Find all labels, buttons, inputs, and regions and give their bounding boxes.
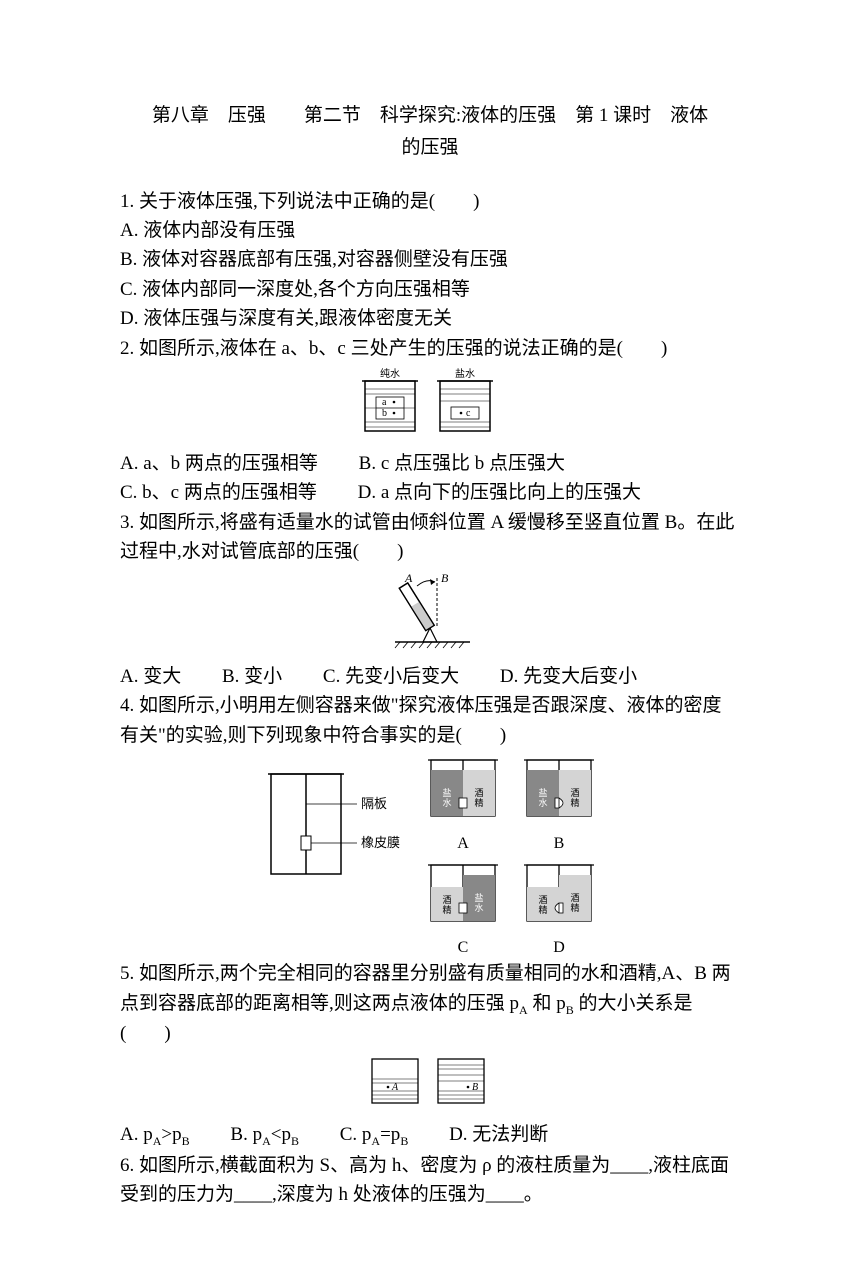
q4-figure: 隔板 橡皮膜 盐 水 xyxy=(120,754,740,957)
q3-option-a: A. 变大 xyxy=(120,662,181,691)
panel-d: 酒 精 酒 精 D xyxy=(519,859,599,958)
q6-text: 6. 如图所示,横截面积为 S、高为 h、密度为 ρ 的液柱质量为____,液柱… xyxy=(120,1151,740,1210)
question-4: 4. 如图所示,小明用左侧容器来做"探究液体压强是否跟深度、液体的密度有关"的实… xyxy=(120,691,740,957)
question-6: 6. 如图所示,横截面积为 S、高为 h、密度为 ρ 的液柱质量为____,液柱… xyxy=(120,1151,740,1210)
q2-option-b: B. c 点压强比 b 点压强大 xyxy=(359,449,565,478)
svg-text:精: 精 xyxy=(442,904,451,915)
svg-text:精: 精 xyxy=(474,797,483,808)
page-title: 第八章 压强 第二节 科学探究:液体的压强 第 1 课时 液体 的压强 xyxy=(120,100,740,165)
q1-option-d: D. 液体压强与深度有关,跟液体密度无关 xyxy=(120,304,740,333)
panel-c: 酒 精 盐 水 C xyxy=(423,859,503,958)
beaker-right-label: 盐水 xyxy=(455,367,475,380)
q3-figure: A B xyxy=(120,570,740,659)
q2-figure: 纯水 盐水 a b xyxy=(120,367,740,446)
title-line-2: 的压强 xyxy=(401,137,458,158)
q5-option-b: B. pA<pB xyxy=(230,1120,299,1150)
svg-text:水: 水 xyxy=(442,797,451,808)
svg-text:酒: 酒 xyxy=(570,893,579,903)
q2-options-row-1: A. a、b 两点的压强相等 B. c 点压强比 b 点压强大 xyxy=(120,449,740,478)
q5-figure: A B xyxy=(120,1053,740,1118)
panel-a: 盐 水 酒 精 A xyxy=(423,754,503,853)
q2-text: 2. 如图所示,液体在 a、b、c 三处产生的压强的说法正确的是( ) xyxy=(120,334,740,363)
beakers-diagram: 纯水 盐水 a b xyxy=(350,367,510,437)
question-3: 3. 如图所示,将盛有适量水的试管由倾斜位置 A 缓慢移至竖直位置 B。在此过程… xyxy=(120,508,740,692)
point-a-label-q5: A xyxy=(391,1082,399,1093)
question-2: 2. 如图所示,液体在 a、b、c 三处产生的压强的说法正确的是( ) 纯水 盐… xyxy=(120,334,740,508)
svg-text:精: 精 xyxy=(538,904,547,915)
q3-option-b: B. 变小 xyxy=(222,662,282,691)
q5-option-c: C. pA=pB xyxy=(340,1120,409,1150)
panel-b: 盐 水 酒 精 B xyxy=(519,754,599,853)
q2-option-a: A. a、b 两点的压强相等 xyxy=(120,449,318,478)
svg-text:盐: 盐 xyxy=(474,892,483,903)
q3-text: 3. 如图所示,将盛有适量水的试管由倾斜位置 A 缓慢移至竖直位置 B。在此过程… xyxy=(120,508,740,567)
partition-label: 隔板 xyxy=(361,796,387,811)
apparatus-diagram: 隔板 橡皮膜 xyxy=(261,754,411,914)
q5-text: 5. 如图所示,两个完全相同的容器里分别盛有质量相同的水和酒精,A、B 两点到容… xyxy=(120,959,740,1048)
beaker-right: c xyxy=(437,381,493,431)
svg-text:水: 水 xyxy=(474,902,483,913)
svg-text:精: 精 xyxy=(570,902,579,913)
svg-text:盐: 盐 xyxy=(538,787,547,798)
question-1: 1. 关于液体压强,下列说法中正确的是( ) A. 液体内部没有压强 B. 液体… xyxy=(120,187,740,334)
svg-text:酒: 酒 xyxy=(474,788,483,798)
panel-c-label: C xyxy=(423,938,503,957)
title-line-1: 第八章 压强 第二节 科学探究:液体的压强 第 1 课时 液体 xyxy=(152,105,708,126)
q1-option-c: C. 液体内部同一深度处,各个方向压强相等 xyxy=(120,275,740,304)
q1-option-b: B. 液体对容器底部有压强,对容器侧壁没有压强 xyxy=(120,245,740,274)
svg-text:酒: 酒 xyxy=(442,895,451,905)
svg-text:盐: 盐 xyxy=(442,787,451,798)
point-a-label: a xyxy=(382,397,387,408)
svg-text:水: 水 xyxy=(538,797,547,808)
q2-option-d: D. a 点向下的压强比向上的压强大 xyxy=(358,478,641,507)
q3-option-d: D. 先变大后变小 xyxy=(500,662,637,691)
beaker-left-label: 纯水 xyxy=(380,367,400,380)
q1-text: 1. 关于液体压强,下列说法中正确的是( ) xyxy=(120,187,740,216)
beaker-left: a b xyxy=(362,381,418,431)
q2-options-row-2: C. b、c 两点的压强相等 D. a 点向下的压强比向上的压强大 xyxy=(120,478,740,507)
page-container: 第八章 压强 第二节 科学探究:液体的压强 第 1 课时 液体 的压强 1. 关… xyxy=(0,0,860,1269)
svg-text:酒: 酒 xyxy=(538,895,547,905)
panel-b-label: B xyxy=(519,834,599,853)
panel-d-label: D xyxy=(519,938,599,957)
panel-grid: 盐 水 酒 精 A xyxy=(423,754,599,957)
position-a-label: A xyxy=(404,571,413,585)
svg-text:精: 精 xyxy=(570,797,579,808)
q2-option-c: C. b、c 两点的压强相等 xyxy=(120,478,317,507)
point-c-label: c xyxy=(466,408,471,419)
membrane-label: 橡皮膜 xyxy=(361,835,400,850)
containers-diagram: A B xyxy=(360,1053,500,1109)
point-b-label-q5: B xyxy=(472,1082,478,1093)
q3-options: A. 变大 B. 变小 C. 先变小后变大 D. 先变大后变小 xyxy=(120,662,740,691)
q1-option-a: A. 液体内部没有压强 xyxy=(120,216,740,245)
q3-option-c: C. 先变小后变大 xyxy=(323,662,459,691)
svg-text:酒: 酒 xyxy=(570,788,579,798)
q4-text: 4. 如图所示,小明用左侧容器来做"探究液体压强是否跟深度、液体的密度有关"的实… xyxy=(120,691,740,750)
point-b-label: b xyxy=(382,408,387,419)
panel-a-label: A xyxy=(423,834,503,853)
q5-option-d: D. 无法判断 xyxy=(449,1120,548,1149)
question-5: 5. 如图所示,两个完全相同的容器里分别盛有质量相同的水和酒精,A、B 两点到容… xyxy=(120,959,740,1150)
q5-options: A. pA>pB B. pA<pB C. pA=pB D. 无法判断 xyxy=(120,1120,740,1150)
test-tube-diagram: A B xyxy=(375,570,485,650)
position-b-label: B xyxy=(441,571,449,585)
q5-option-a: A. pA>pB xyxy=(120,1120,190,1150)
